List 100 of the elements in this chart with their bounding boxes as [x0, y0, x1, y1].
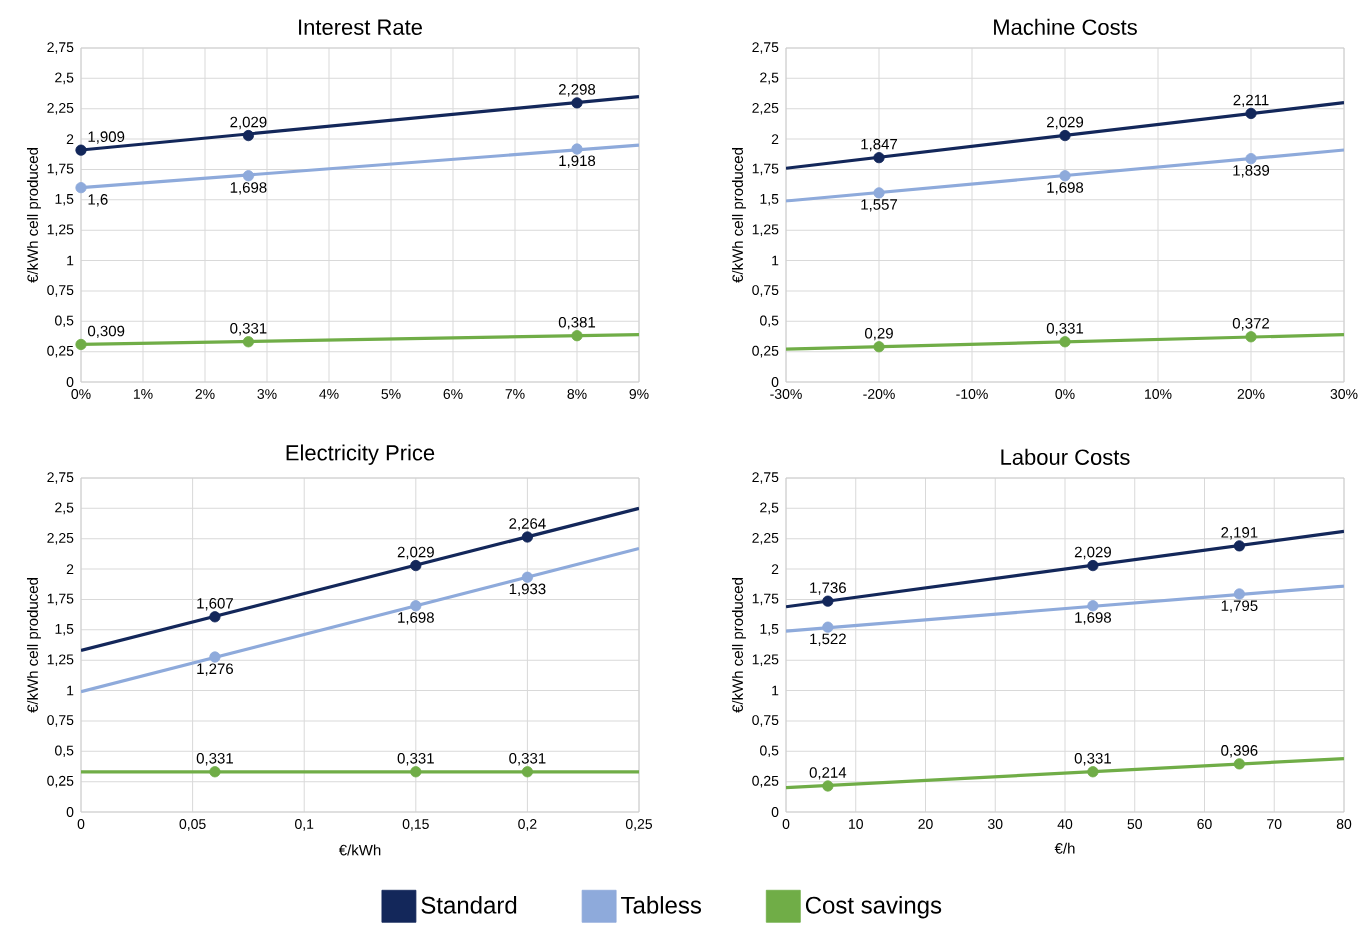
- x-tick-label: 0,15: [402, 819, 429, 831]
- point: [242, 170, 254, 182]
- x-tick-label: 2%: [195, 389, 215, 399]
- point: [521, 766, 534, 778]
- x-tick-label: 30: [988, 819, 1003, 829]
- x-tick-label: 9%: [629, 389, 649, 399]
- y-tick-label: 1: [67, 685, 74, 696]
- data-label: 1,557: [861, 199, 898, 212]
- x-tick-label: 0%: [1055, 389, 1075, 399]
- x-tick-label: 20%: [1237, 389, 1265, 399]
- chart-title: Machine Costs: [994, 18, 1137, 35]
- data-label: 2,264: [509, 518, 546, 531]
- y-tick-label: 2: [66, 564, 74, 574]
- x-tick-label: 70: [1267, 819, 1282, 829]
- point: [873, 341, 885, 353]
- y-tick-label: 1: [772, 255, 779, 266]
- x-tick-label: 10: [849, 819, 863, 829]
- data-label: 2,191: [1221, 527, 1258, 540]
- y-tick-label: 2: [771, 134, 779, 144]
- x-tick-label: 20: [918, 819, 933, 829]
- y-tick-label: 1,5: [55, 194, 74, 206]
- point: [209, 766, 221, 778]
- point: [521, 531, 534, 543]
- x-tick-label: 0: [77, 819, 85, 829]
- y-tick-label: 2,25: [752, 532, 779, 545]
- data-label: 0,331: [230, 323, 267, 336]
- data-label: 1,276: [197, 663, 234, 676]
- data-label: 2,029: [1074, 546, 1111, 560]
- data-label: 0,214: [809, 767, 847, 780]
- data-label: 1,698: [398, 612, 434, 625]
- y-tick-label: 1,25: [47, 654, 74, 666]
- y-tick-label: 1,5: [55, 624, 74, 636]
- y-axis-title: €/kWh cell produced: [26, 148, 41, 283]
- point: [1233, 540, 1245, 552]
- data-label: 1,698: [1075, 612, 1111, 625]
- y-tick-label: 2,5: [760, 72, 779, 85]
- point: [1059, 129, 1071, 142]
- point: [410, 600, 422, 612]
- x-tick-label: 6%: [443, 389, 463, 399]
- y-tick-label: 1,75: [752, 163, 779, 176]
- data-label: 0,29: [865, 327, 893, 341]
- data-label: 1,522: [810, 633, 846, 646]
- y-tick-label: 0: [66, 807, 74, 817]
- data-label: 0,331: [196, 753, 233, 766]
- y-tick-label: 2,75: [752, 472, 779, 484]
- y-tick-label: 0: [66, 377, 74, 387]
- x-tick-label: 0,2: [518, 819, 537, 831]
- y-tick-label: 2,75: [47, 472, 74, 484]
- x-tick-label: 0%: [71, 389, 91, 399]
- x-axis-title: €/kWh: [338, 844, 381, 856]
- y-tick-label: 0: [771, 377, 779, 387]
- data-label: 0,331: [1046, 323, 1084, 336]
- y-tick-label: 0,25: [47, 345, 74, 358]
- y-tick-label: 0,75: [752, 285, 779, 297]
- y-tick-label: 1,5: [760, 624, 779, 636]
- x-tick-label: -30%: [770, 389, 802, 399]
- x-tick-label: 0: [782, 819, 790, 829]
- point: [1087, 559, 1099, 572]
- y-tick-label: 2,75: [47, 42, 74, 54]
- point: [1245, 331, 1257, 343]
- y-tick-label: 1,25: [752, 224, 779, 236]
- point: [521, 571, 534, 583]
- x-tick-label: 8%: [567, 389, 587, 399]
- y-tick-label: 1,75: [47, 163, 74, 176]
- y-tick-label: 0,25: [752, 775, 779, 788]
- data-label: 1,933: [509, 583, 546, 597]
- x-tick-label: -10%: [956, 389, 988, 399]
- y-axis-title: €/kWh cell produced: [26, 578, 41, 713]
- x-tick-label: 0,05: [179, 819, 206, 831]
- data-label: 1,698: [230, 182, 267, 195]
- point: [571, 97, 583, 109]
- data-label: 1,909: [88, 131, 125, 144]
- x-tick-label: 50: [1127, 819, 1142, 829]
- point: [1087, 766, 1099, 778]
- y-tick-label: 0,25: [752, 345, 779, 358]
- data-label: 1,736: [810, 582, 846, 595]
- y-tick-label: 0,5: [760, 745, 779, 758]
- y-axis-title: €/kWh cell produced: [732, 148, 746, 283]
- data-label: 0,372: [1232, 318, 1270, 331]
- y-tick-label: 1: [772, 685, 779, 696]
- point: [1233, 758, 1245, 770]
- point: [1245, 107, 1257, 120]
- y-tick-label: 0,75: [47, 715, 74, 727]
- y-axis-title: €/kWh cell produced: [731, 578, 746, 713]
- y-tick-label: 2,25: [47, 102, 74, 115]
- legend-label: Standard: [421, 896, 517, 914]
- data-label: 2,029: [230, 116, 267, 130]
- y-tick-label: 0,5: [55, 745, 74, 758]
- data-label: 0,331: [509, 753, 546, 766]
- y-tick-label: 0,25: [47, 775, 74, 788]
- data-label: 1,847: [861, 138, 898, 152]
- y-tick-label: 0,75: [47, 285, 74, 297]
- x-tick-label: 30%: [1330, 389, 1358, 399]
- data-label: 2,029: [397, 546, 434, 560]
- y-tick-label: 0,5: [55, 315, 74, 328]
- x-tick-label: 3%: [257, 389, 277, 399]
- point: [410, 766, 422, 778]
- point: [209, 651, 221, 663]
- x-tick-label: 7%: [505, 389, 525, 399]
- x-tick-label: 10%: [1145, 389, 1172, 399]
